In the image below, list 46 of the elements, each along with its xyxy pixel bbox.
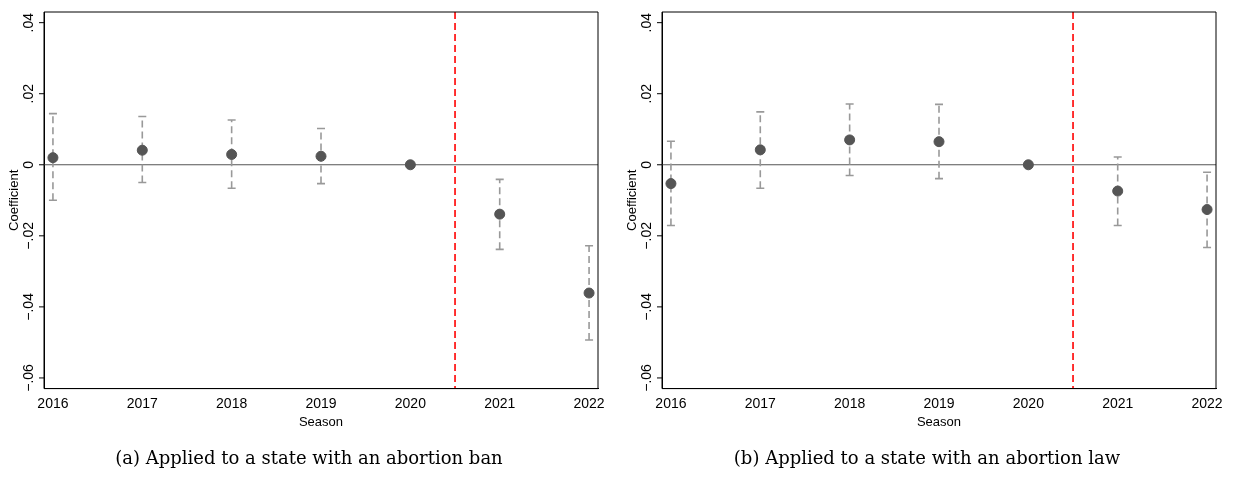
y-axis-title: Coefficient [5, 169, 21, 231]
point [47, 152, 59, 164]
point [1201, 204, 1213, 216]
y-tick-label: .04 [637, 12, 654, 33]
point [226, 148, 238, 160]
point [665, 178, 677, 190]
point [583, 287, 595, 299]
y-tick-label: .04 [19, 12, 36, 33]
point [494, 208, 506, 220]
point [136, 144, 148, 156]
x-tick-label: 2019 [923, 394, 955, 411]
x-tick-label: 2022 [1191, 394, 1223, 411]
x-tick-label: 2021 [1102, 394, 1134, 411]
point [1022, 159, 1034, 171]
x-tick-label: 2018 [834, 394, 866, 411]
text: (b) Applied to a state with an abortion law [732, 447, 1122, 468]
x-axis-title: Season [298, 413, 344, 429]
x-tick-label: 2017 [126, 394, 159, 411]
x-axis-title: Season [916, 413, 962, 429]
x-tick-label: 2020 [1012, 394, 1045, 411]
y-tick-label: 0 [637, 160, 654, 169]
point [844, 134, 856, 146]
point [754, 144, 766, 156]
x-tick-label: 2017 [744, 394, 777, 411]
point [933, 136, 945, 148]
x-tick-label: 2021 [484, 394, 516, 411]
x-tick-label: 2022 [573, 394, 605, 411]
y-tick-label: −.02 [637, 221, 654, 250]
y-tick-label: −.06 [637, 363, 654, 392]
y-tick-label: −.04 [19, 292, 36, 321]
x-tick-label: 2016 [37, 394, 69, 411]
y-tick-label: 0 [19, 160, 36, 169]
y-axis-title: Coefficient [623, 169, 639, 231]
y-tick-label: .02 [637, 83, 654, 104]
point [404, 159, 416, 171]
y-tick-label: −.02 [19, 221, 36, 250]
point [315, 150, 327, 162]
y-tick-label: −.04 [637, 292, 654, 321]
text: (a) Applied to a state with an abortion ban [114, 447, 504, 468]
y-tick-label: .02 [19, 83, 36, 104]
point [1112, 185, 1124, 197]
x-tick-label: 2020 [394, 394, 427, 411]
x-tick-label: 2016 [655, 394, 687, 411]
x-tick-label: 2019 [305, 394, 337, 411]
x-tick-label: 2018 [216, 394, 248, 411]
y-tick-label: −.06 [19, 363, 36, 392]
